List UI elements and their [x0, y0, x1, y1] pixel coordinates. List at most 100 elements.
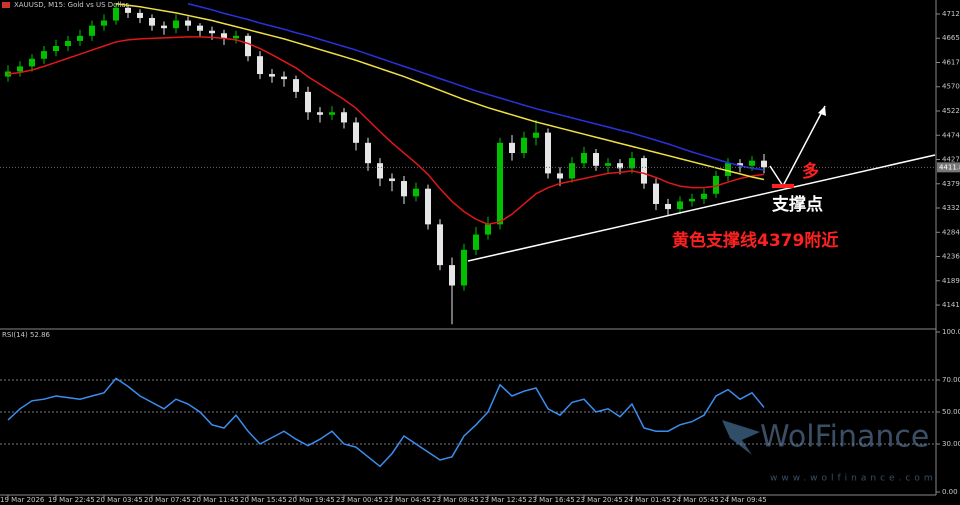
candle-body: [689, 198, 695, 202]
candle-body: [581, 153, 587, 164]
y-tick-label: 4712.86: [942, 10, 960, 18]
candle-body: [473, 234, 479, 250]
y-tick-label: 70.00: [942, 376, 960, 384]
candle-body: [401, 181, 407, 197]
candle-body: [269, 74, 275, 77]
candle-body: [305, 91, 311, 113]
candle-body: [413, 188, 419, 197]
candle-body: [197, 25, 203, 31]
candle-body: [665, 203, 671, 210]
candle-body: [725, 163, 731, 176]
candle-body: [233, 35, 239, 39]
annotation: 支撑点: [772, 194, 823, 215]
last-price-box: [937, 162, 960, 173]
y-tick-label: 30.00: [942, 440, 960, 448]
y-tick-label: 4474.86: [942, 131, 960, 139]
candle-body: [365, 142, 371, 164]
x-tick-label: 23 Mar 00:45: [336, 496, 383, 504]
candle-body: [569, 163, 575, 179]
x-tick-label: 23 Mar 20:45: [576, 496, 623, 504]
candle-body: [5, 71, 11, 77]
candle-body: [245, 35, 251, 57]
candle-body: [641, 158, 647, 184]
candle-body: [629, 158, 635, 169]
rsi-line: [7, 377, 765, 468]
watermark-brand: WolFinance: [760, 420, 929, 455]
candle-body: [41, 51, 47, 59]
y-tick-label: 4379.66: [942, 180, 960, 188]
candle-body: [437, 224, 443, 266]
moving-average: [7, 36, 765, 226]
moving-average: [115, 2, 765, 181]
candle-body: [113, 7, 119, 21]
candle-body: [149, 17, 155, 26]
candle-body: [545, 132, 551, 174]
candle-body: [533, 132, 539, 138]
candle-body: [281, 76, 287, 80]
x-tick-label: 23 Mar 04:45: [384, 496, 431, 504]
candle-body: [137, 12, 143, 18]
candle-body: [17, 66, 23, 72]
y-tick-label: 4332.06: [942, 204, 960, 212]
x-tick-label: 24 Mar 05:45: [672, 496, 719, 504]
y-tick-label: 4427.26: [942, 156, 960, 164]
candle-body: [521, 137, 527, 154]
x-tick-label: 23 Mar 12:45: [480, 496, 527, 504]
y-tick-label: 4189.26: [942, 277, 960, 285]
candle-body: [29, 58, 35, 67]
watermark-logo: [722, 420, 760, 455]
x-tick-label: 19 Mar 22:45: [48, 496, 95, 504]
candle-body: [329, 112, 335, 115]
y-tick-label: 4665.26: [942, 34, 960, 42]
flag-icon: [2, 2, 10, 8]
candle-body: [497, 142, 503, 225]
candle-body: [701, 193, 707, 199]
x-tick-label: 24 Mar 09:45: [720, 496, 767, 504]
candle-body: [449, 265, 455, 286]
candle-body: [221, 33, 227, 39]
y-tick-label: 4236.86: [942, 253, 960, 261]
candle-body: [761, 160, 767, 168]
x-tick-label: 20 Mar 19:45: [288, 496, 335, 504]
rsi-label: RSI(14) 52.86: [2, 331, 51, 339]
y-tick-label: 4284.46: [942, 228, 960, 236]
candle-body: [425, 188, 431, 225]
candle-body: [101, 20, 107, 26]
y-tick-label: 4570.06: [942, 83, 960, 91]
candle-body: [377, 163, 383, 179]
candle-body: [713, 175, 719, 194]
y-tick-label: 50.00: [942, 408, 960, 416]
x-tick-label: 23 Mar 16:45: [528, 496, 575, 504]
y-tick-label: 0.00: [942, 488, 958, 496]
candle-body: [89, 25, 95, 36]
moving-average: [187, 2, 765, 171]
last-price-label: 4411.86: [939, 163, 960, 171]
candle-body: [293, 79, 299, 92]
annotation: 黄色支撑线4379附近: [672, 230, 838, 251]
candle-body: [557, 173, 563, 179]
y-tick-label: 100.00: [942, 328, 960, 336]
y-tick-label: 4617.66: [942, 58, 960, 66]
arrow-head: [818, 106, 826, 116]
x-tick-label: 24 Mar 01:45: [624, 496, 671, 504]
candle-body: [593, 153, 599, 166]
candle-body: [389, 178, 395, 182]
candle-body: [65, 40, 71, 47]
candle-body: [317, 112, 323, 115]
x-tick-label: 19 Mar 2026: [0, 496, 45, 504]
x-tick-label: 20 Mar 07:45: [144, 496, 191, 504]
x-tick-label: 23 Mar 08:45: [432, 496, 479, 504]
candle-body: [125, 7, 131, 13]
y-tick-label: 4141.66: [942, 301, 960, 309]
candle-body: [461, 249, 467, 286]
y-tick-label: 4522.46: [942, 107, 960, 115]
candle-body: [257, 56, 263, 75]
candle-body: [509, 142, 515, 154]
watermark-url: www.wolfinance.com: [770, 474, 937, 484]
chart-title: XAUUSD, M15: Gold vs US Dollar: [14, 1, 129, 9]
x-tick-label: 20 Mar 11:45: [192, 496, 239, 504]
candle-body: [677, 201, 683, 210]
candle-body: [341, 112, 347, 123]
